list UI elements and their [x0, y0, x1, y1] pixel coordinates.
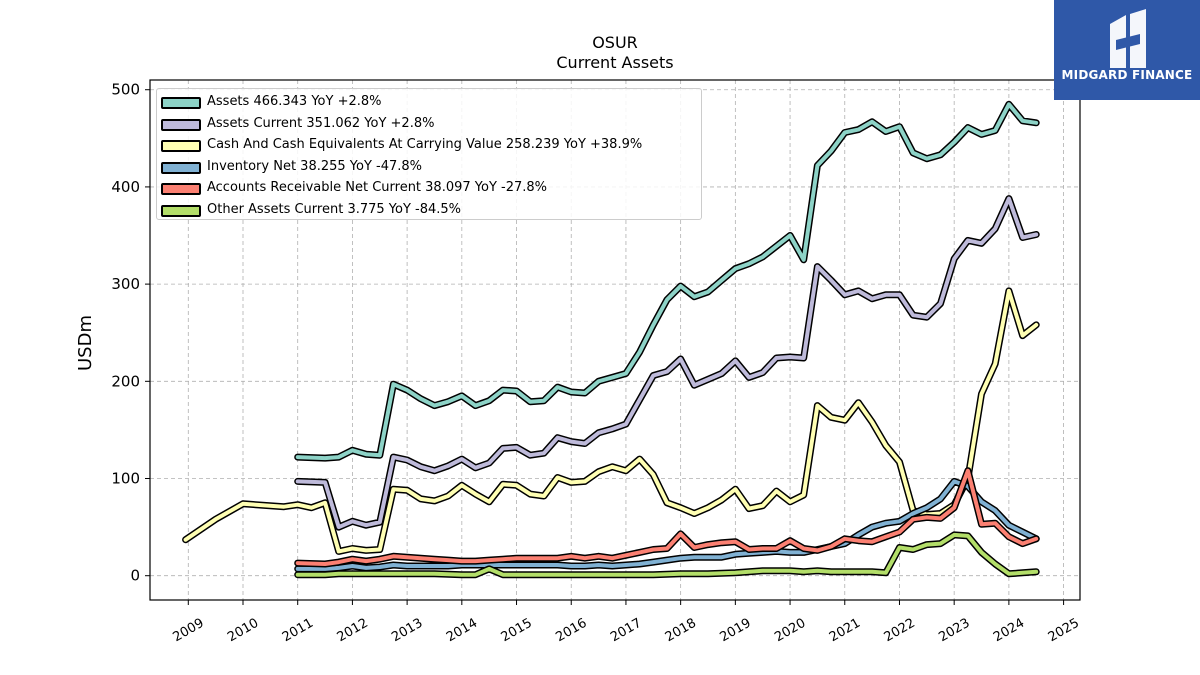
legend-swatch	[161, 140, 201, 152]
x-tick-label: 2015	[499, 616, 535, 646]
legend-label: Assets Current 351.062 YoY +2.8%	[207, 115, 435, 131]
brand-name: MIDGARD FINANCE	[1061, 68, 1193, 82]
x-tick-label: 2022	[882, 616, 918, 646]
legend-swatch	[161, 118, 201, 131]
y-axis-label: USDm	[75, 315, 96, 371]
x-tick-label: 2016	[553, 616, 589, 646]
series-line-assets	[295, 102, 1039, 461]
x-tick-label: 2009	[170, 616, 206, 646]
x-tick-label: 2012	[335, 616, 371, 646]
x-axis-ticks: 2009 2010 2011 2012 2013 2014 2015 2016 2017 2018…	[170, 600, 1082, 646]
midgard-logo-icon	[1110, 9, 1146, 68]
legend-label: Inventory Net 38.255 YoY -47.8%	[207, 158, 423, 174]
series-line-cash-and-cash-equivalents-at-carrying-value	[183, 288, 1039, 554]
legend-label: Cash And Cash Equivalents At Carrying Va…	[207, 137, 643, 152]
series-line-other-assets-current	[295, 532, 1039, 577]
legend-swatch	[161, 183, 201, 195]
plot-frame	[149, 79, 1081, 601]
series-line-assets-current	[295, 196, 1039, 530]
legend-label: Assets 466.343 YoY +2.8%	[207, 94, 382, 109]
x-tick-label: 2017	[608, 616, 644, 646]
series-lines	[182, 100, 1040, 579]
legend-label: Other Assets Current 3.775 YoY -84.5%	[207, 201, 462, 217]
x-tick-label: 2020	[772, 616, 808, 646]
y-tick-label: 500	[111, 81, 140, 99]
y-tick-label: 0	[130, 567, 140, 585]
x-tick-label: 2014	[444, 616, 480, 646]
chart-title: OSUR	[592, 33, 638, 52]
series-outline-assets-current	[294, 195, 1040, 531]
y-tick-label: 400	[111, 178, 140, 196]
legend-label: Accounts Receivable Net Current 38.097 Y…	[207, 180, 548, 195]
x-tick-label: 2013	[389, 616, 425, 646]
y-tick-label: 100	[111, 470, 140, 488]
legend-swatch	[161, 161, 201, 174]
series-line-inventory-net	[295, 479, 1039, 571]
y-axis-ticks: 0 100 200 300 400 500	[111, 81, 150, 585]
x-tick-label: 2024	[991, 616, 1027, 646]
legend-swatch	[161, 97, 201, 109]
y-tick-label: 300	[111, 275, 140, 293]
brand-logo: MIDGARD FINANCE	[1054, 0, 1200, 100]
x-tick-label: 2025	[1046, 616, 1082, 646]
x-tick-label: 2011	[280, 616, 316, 646]
x-tick-label: 2019	[718, 616, 754, 646]
legend-swatch	[161, 204, 201, 217]
y-tick-label: 200	[111, 372, 140, 390]
chart-subtitle: Current Assets	[556, 53, 674, 72]
legend: Assets 466.343 YoY +2.8% Assets Current 3…	[156, 88, 702, 220]
x-tick-label: 2018	[663, 616, 699, 646]
series-line-accounts-receivable-net-current	[295, 468, 1039, 566]
x-tick-label: 2021	[827, 616, 863, 646]
x-tick-label: 2010	[225, 616, 261, 646]
x-tick-label: 2023	[936, 616, 972, 646]
